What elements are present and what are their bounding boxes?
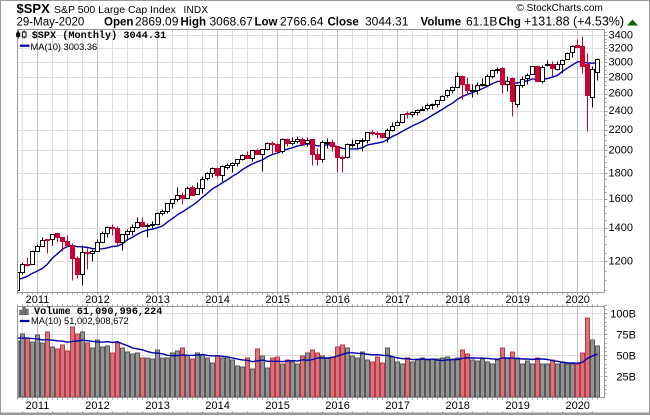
svg-text:© StockCharts.com: © StockCharts.com [517, 3, 603, 14]
svg-text:3200: 3200 [609, 43, 633, 55]
svg-text:2018: 2018 [445, 400, 469, 412]
svg-text:INDX: INDX [184, 5, 209, 16]
svg-text:2600: 2600 [609, 88, 633, 100]
svg-text:50B: 50B [616, 351, 636, 363]
svg-text:2013: 2013 [145, 400, 169, 412]
svg-text:2016: 2016 [325, 294, 349, 306]
svg-text:Volume 61,090,996,224: Volume 61,090,996,224 [34, 306, 162, 318]
svg-text:2015: 2015 [265, 400, 289, 412]
svg-text:100B: 100B [610, 309, 636, 321]
svg-text:25B: 25B [616, 372, 636, 384]
svg-text:2011: 2011 [26, 400, 50, 412]
svg-text:1600: 1600 [609, 193, 633, 205]
svg-text:2000: 2000 [609, 145, 633, 157]
svg-text:2800: 2800 [609, 72, 633, 84]
svg-text:2011: 2011 [26, 294, 50, 306]
svg-text:2014: 2014 [205, 294, 229, 306]
svg-text:S&P 500 Large Cap Index: S&P 500 Large Cap Index [54, 4, 177, 16]
svg-text:29-May-2020: 29-May-2020 [17, 17, 85, 29]
svg-text:75B: 75B [616, 330, 636, 342]
svg-text:2013: 2013 [145, 294, 169, 306]
svg-text:1200: 1200 [609, 256, 633, 268]
svg-text:3400: 3400 [609, 30, 633, 42]
svg-text:2014: 2014 [205, 400, 229, 412]
svg-text:2018: 2018 [445, 294, 469, 306]
svg-text:$SPX (Monthly) 3044.31: $SPX (Monthly) 3044.31 [32, 30, 167, 42]
svg-text:1800: 1800 [609, 168, 633, 180]
svg-text:2012: 2012 [85, 400, 109, 412]
svg-text:2020: 2020 [565, 294, 589, 306]
svg-text:1400: 1400 [609, 222, 633, 234]
svg-text:2400: 2400 [609, 105, 633, 117]
svg-text:MA(10) 51,002,908,672: MA(10) 51,002,908,672 [31, 316, 129, 326]
svg-text:2012: 2012 [85, 294, 109, 306]
svg-text:2015: 2015 [265, 294, 289, 306]
svg-text:MA(10) 3003.36: MA(10) 3003.36 [31, 42, 98, 52]
svg-text:2017: 2017 [385, 294, 409, 306]
svg-text:2016: 2016 [325, 400, 349, 412]
svg-text:3000: 3000 [609, 57, 633, 69]
svg-text:$SPX: $SPX [17, 1, 51, 16]
svg-text:2019: 2019 [505, 294, 529, 306]
svg-text:2200: 2200 [609, 124, 633, 136]
svg-text:2017: 2017 [385, 400, 409, 412]
svg-text:2020: 2020 [565, 400, 589, 412]
svg-text:2019: 2019 [505, 400, 529, 412]
